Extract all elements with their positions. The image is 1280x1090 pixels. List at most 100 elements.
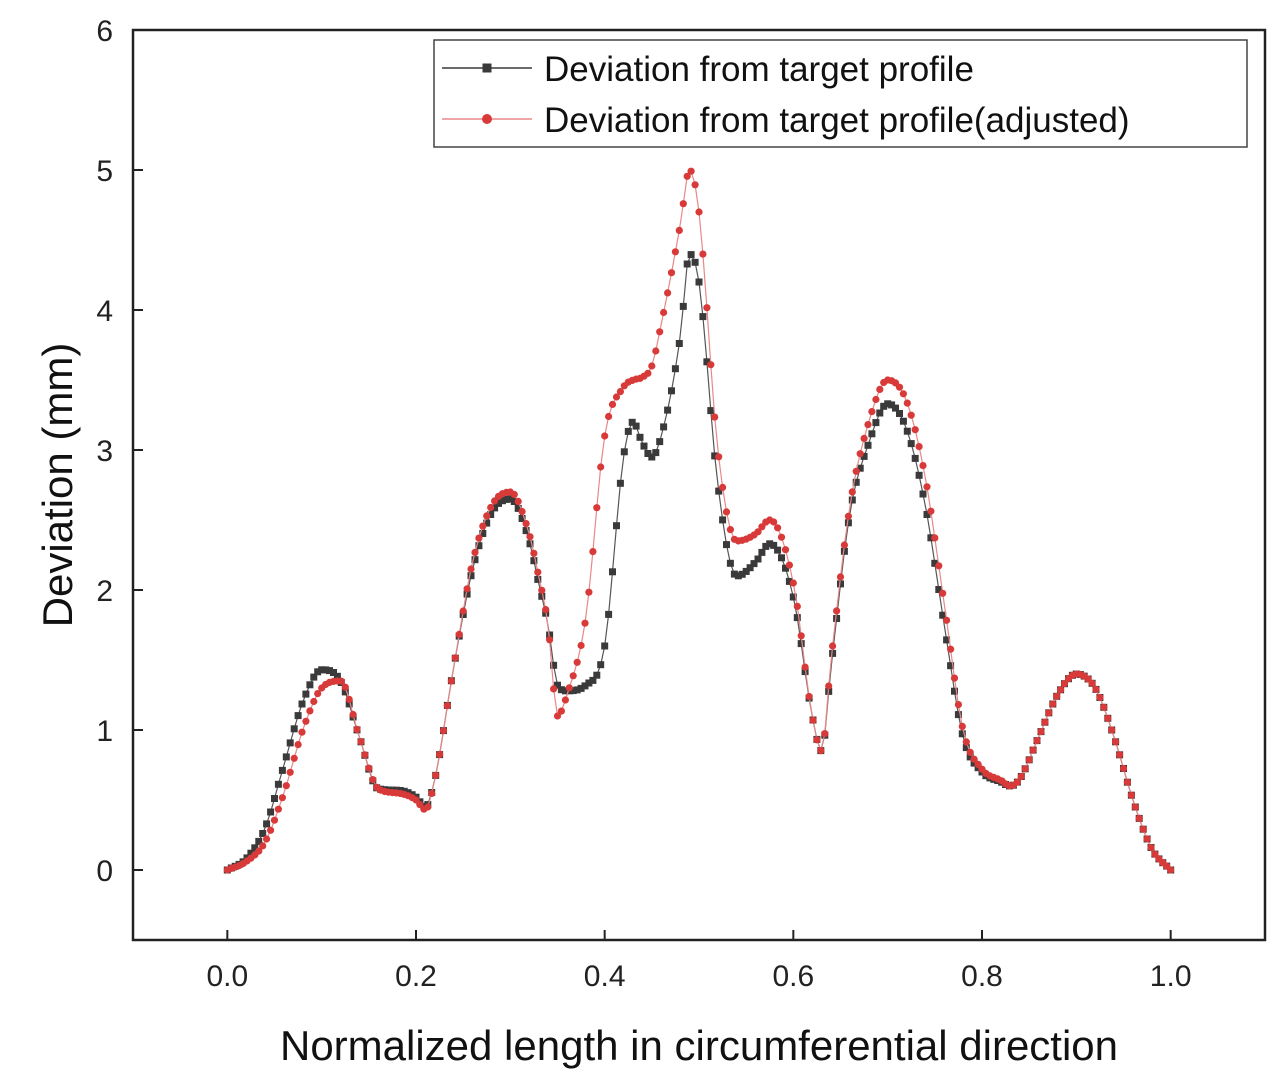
- data-point: [840, 541, 849, 549]
- data-point: [805, 692, 813, 701]
- data-point: [310, 697, 318, 706]
- data-point: [668, 387, 675, 395]
- data-point: [534, 575, 542, 583]
- data-point: [652, 347, 660, 355]
- data-point: [341, 688, 349, 696]
- data-point: [589, 676, 597, 684]
- data-point: [1143, 835, 1151, 843]
- data-point: [852, 467, 860, 475]
- x-tick-label: 0.6: [772, 960, 814, 993]
- data-point: [844, 512, 853, 520]
- data-point: [593, 671, 601, 679]
- data-point: [267, 826, 275, 834]
- data-point: [766, 540, 774, 548]
- data-point: [569, 687, 577, 695]
- data-point: [613, 522, 620, 530]
- x-axis-title: Normalized length in circumferential dir…: [280, 1022, 1118, 1069]
- data-point: [628, 418, 636, 426]
- data-point: [899, 390, 908, 398]
- data-point: [962, 738, 970, 746]
- data-point: [1025, 756, 1033, 764]
- data-point: [821, 730, 829, 738]
- data-point: [726, 526, 735, 534]
- y-axis: 0 1 2 3 4 5 6: [96, 15, 143, 888]
- data-point: [797, 632, 805, 640]
- data-point: [660, 308, 668, 317]
- data-point: [483, 512, 491, 520]
- data-point: [518, 507, 526, 516]
- data-point: [848, 488, 856, 496]
- data-point: [620, 448, 628, 456]
- data-point: [836, 573, 845, 581]
- data-point: [801, 663, 809, 671]
- data-point: [667, 269, 676, 277]
- data-point: [915, 471, 923, 479]
- data-point: [931, 559, 939, 567]
- data-point: [640, 442, 648, 450]
- data-point: [1037, 728, 1045, 736]
- data-point: [294, 712, 302, 720]
- data-point: [656, 438, 664, 446]
- data-point: [707, 407, 715, 415]
- data-point: [290, 754, 298, 762]
- series-line: [227, 253, 1172, 871]
- data-point: [699, 250, 707, 258]
- data-point: [923, 511, 931, 518]
- data-point: [471, 548, 479, 557]
- data-point: [554, 681, 561, 689]
- legend-label-adjusted: Deviation from target profile(adjusted): [544, 101, 1130, 140]
- data-point: [585, 588, 593, 596]
- data-point: [274, 805, 282, 813]
- data-point: [259, 830, 267, 837]
- data-point: [723, 541, 730, 549]
- data-point: [868, 408, 876, 416]
- data-point: [322, 666, 330, 674]
- data-point: [306, 681, 314, 689]
- data-point: [758, 548, 766, 556]
- data-point: [573, 658, 581, 666]
- data-point: [711, 413, 719, 421]
- data-point: [353, 725, 361, 734]
- data-point: [278, 794, 286, 802]
- data-point: [746, 564, 754, 572]
- data-point: [888, 401, 896, 409]
- data-point: [259, 842, 267, 850]
- data-point: [1017, 772, 1025, 781]
- data-point: [475, 542, 483, 550]
- x-axis: 0.0 0.2 0.4 0.6 0.8 1.0: [206, 930, 1192, 993]
- data-point: [876, 409, 884, 417]
- y-tick-label: 1: [96, 715, 113, 748]
- legend-entry-original: Deviation from target profile: [442, 50, 974, 89]
- y-tick-label: 6: [96, 15, 113, 48]
- data-point: [333, 672, 341, 680]
- data-point: [954, 711, 962, 719]
- y-axis-title: Deviation (mm): [34, 343, 81, 628]
- data-point: [1041, 718, 1049, 726]
- data-point: [550, 661, 558, 669]
- data-point: [550, 685, 558, 693]
- data-point: [546, 636, 554, 644]
- data-point: [927, 507, 935, 515]
- data-point: [522, 520, 530, 528]
- data-point: [443, 702, 451, 710]
- data-point: [365, 764, 373, 772]
- data-point: [506, 495, 514, 503]
- legend-box: [433, 39, 1248, 148]
- data-point: [970, 755, 978, 763]
- data-point: [483, 519, 491, 527]
- data-point: [597, 661, 605, 669]
- data-point: [1060, 680, 1069, 688]
- data-point: [605, 610, 613, 618]
- data-point: [730, 570, 738, 578]
- x-tick-label: 0.2: [395, 960, 437, 993]
- data-point: [958, 730, 966, 738]
- data-point: [789, 579, 797, 587]
- data-point: [1147, 843, 1155, 852]
- data-point: [884, 400, 892, 408]
- legend: Deviation from target profile Deviation …: [433, 39, 1248, 148]
- data-point: [542, 606, 550, 614]
- data-point: [349, 710, 357, 719]
- data-point: [774, 524, 782, 532]
- data-point: [530, 549, 538, 557]
- data-point: [896, 410, 903, 417]
